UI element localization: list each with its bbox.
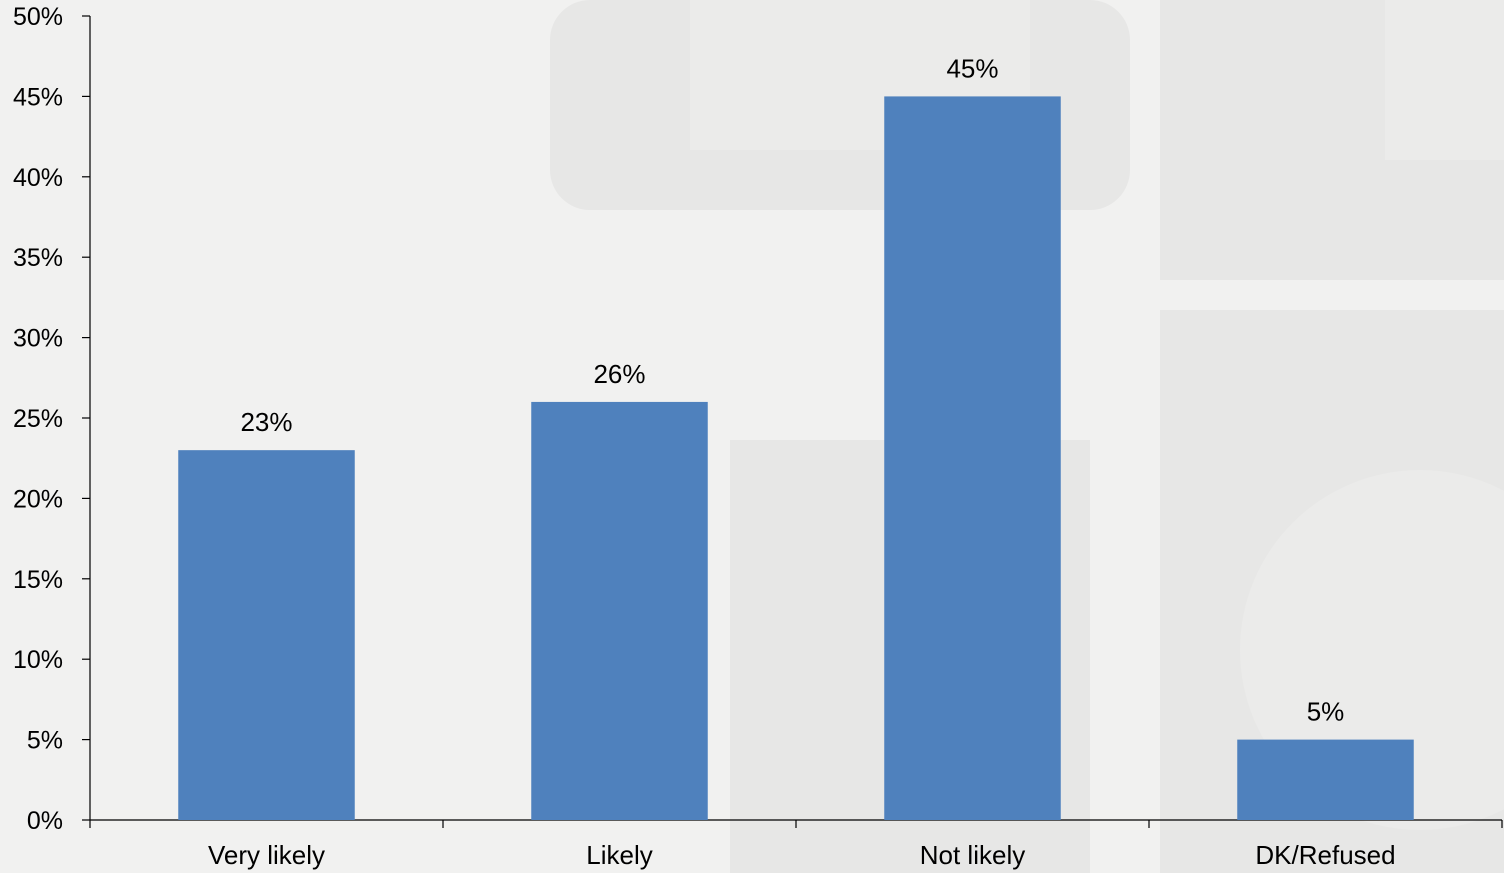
bar — [178, 450, 355, 820]
x-tick-label: Not likely — [920, 840, 1025, 870]
bar — [1237, 739, 1414, 820]
x-tick-label: Likely — [586, 840, 652, 870]
data-label: 5% — [1307, 697, 1345, 727]
x-tick-label: DK/Refused — [1255, 840, 1395, 870]
y-tick-label: 15% — [13, 566, 63, 594]
x-tick-label: Very likely — [208, 840, 325, 870]
data-label: 26% — [593, 359, 645, 389]
y-tick-label: 20% — [13, 485, 63, 513]
y-tick-label: 30% — [13, 325, 63, 353]
y-tick-label: 45% — [13, 83, 63, 111]
bar — [531, 401, 708, 820]
plot-area: 0% 5% 10% 15% 20% 25% 30% 35% 40% 45% 50% 23% Very l… — [13, 3, 1503, 870]
y-tick-label: 25% — [13, 405, 63, 433]
data-label: 45% — [946, 53, 998, 83]
y-tick-label: 35% — [13, 244, 63, 272]
y-tick-label: 5% — [27, 727, 63, 755]
y-tick-label: 10% — [13, 646, 63, 674]
y-tick-label: 50% — [13, 3, 63, 31]
y-tick-label: 0% — [27, 807, 63, 835]
y-tick-label: 40% — [13, 164, 63, 192]
data-label: 23% — [240, 407, 292, 437]
bar — [884, 96, 1061, 820]
